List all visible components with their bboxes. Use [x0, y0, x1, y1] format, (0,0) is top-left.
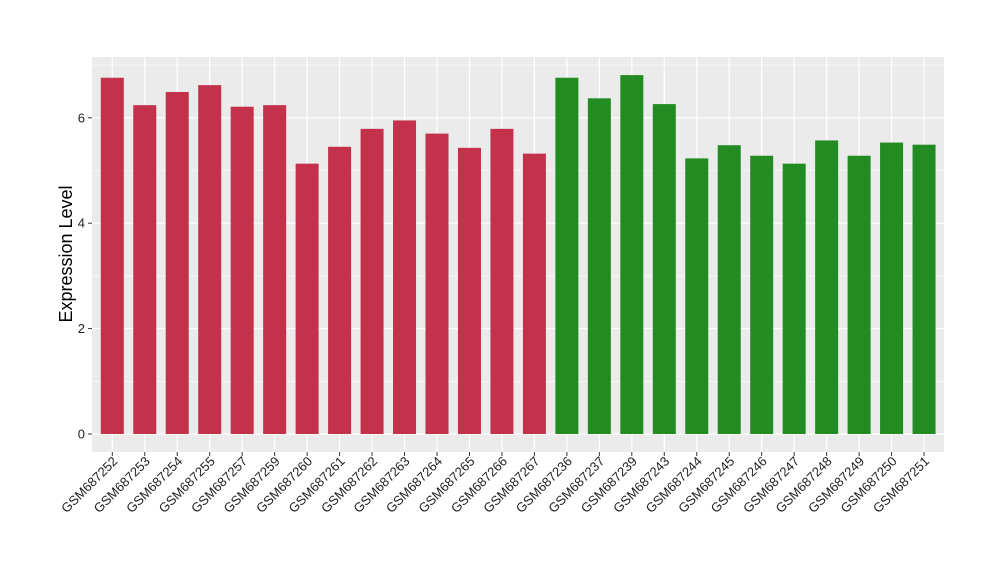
bar-GSM687254	[165, 91, 189, 435]
bar-GSM687257	[230, 106, 254, 434]
y-axis-title: Expression Level	[56, 185, 76, 322]
bar-GSM687265	[457, 147, 481, 435]
bar-GSM687246	[750, 155, 774, 434]
bar-GSM687244	[685, 158, 709, 434]
x-axis-ticks: GSM687252GSM687253GSM687254GSM687255GSM6…	[58, 452, 932, 516]
bar-GSM687251	[912, 144, 936, 434]
bars	[100, 75, 936, 435]
bar-GSM687259	[263, 105, 287, 434]
y-tick-label: 2	[78, 321, 85, 336]
bar-GSM687245	[717, 145, 741, 435]
bar-GSM687260	[295, 163, 319, 435]
y-tick-label: 4	[78, 216, 85, 231]
bar-GSM687252	[100, 77, 124, 435]
bar-GSM687263	[393, 120, 417, 434]
bar-GSM687264	[425, 133, 449, 435]
bar-GSM687267	[522, 153, 546, 435]
bar-GSM687255	[198, 85, 222, 434]
bar-GSM687250	[880, 142, 904, 434]
bar-GSM687236	[555, 77, 579, 435]
bar-GSM687237	[587, 98, 611, 435]
bar-GSM687266	[490, 128, 514, 434]
bar-GSM687239	[620, 75, 644, 434]
bar-GSM687249	[847, 155, 871, 434]
bar-GSM687261	[328, 146, 352, 434]
y-axis-ticks: 0 2 4 6	[78, 110, 92, 442]
y-tick-label: 0	[78, 427, 85, 442]
bar-GSM687243	[652, 104, 676, 435]
bar-GSM687247	[782, 163, 806, 435]
y-tick-label: 6	[78, 110, 85, 125]
bar-GSM687253	[133, 105, 157, 434]
bar-GSM687262	[360, 128, 384, 434]
bar-GSM687248	[815, 140, 839, 434]
